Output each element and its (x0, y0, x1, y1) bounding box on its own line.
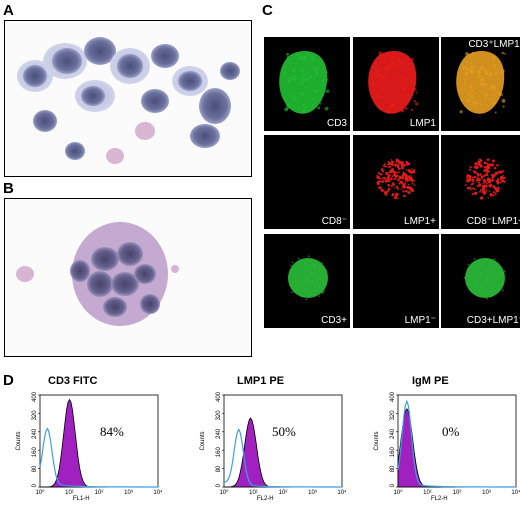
y-tick-label: 400 (390, 391, 396, 402)
y-tick-label: 240 (216, 428, 222, 439)
fluorescence-label: CD3 (326, 118, 347, 129)
x-axis-label: FL2-H (257, 496, 274, 501)
panel-letter-d: D (3, 372, 14, 389)
x-tick-label: 10³ (308, 490, 317, 496)
x-tick-label: 10¹ (65, 490, 74, 496)
histogram-title: CD3 FITC (48, 375, 98, 387)
control-histogram (397, 399, 516, 488)
fluorescence-tile-r1-c3: CD3⁺LMP1⁺ (441, 37, 520, 131)
fluorescence-label: CD8⁻LMP1+ (466, 216, 520, 227)
positive-percentage: 0% (442, 424, 460, 439)
fluorescence-cell-stain (264, 135, 350, 229)
fluorescence-label: LMP1 (409, 118, 436, 129)
micrograph-a-cells (17, 37, 240, 164)
y-tick-label: 0 (216, 483, 222, 487)
fluorescence-label: LMP1⁻ (404, 315, 436, 326)
y-tick-label: 240 (390, 428, 396, 439)
histogram-title: LMP1 PE (237, 375, 285, 387)
fluorescence-cell-stain (287, 255, 328, 301)
y-tick-label: 80 (32, 465, 38, 472)
x-tick-label: 10⁰ (219, 489, 229, 496)
y-tick-label: 320 (216, 410, 222, 421)
flow-histogram: 0 80 160 240 320 400 Counts 10⁰ 10¹ 10² 10³ 10⁴ FL2-… (200, 391, 346, 501)
fluorescence-cell-stain (279, 51, 330, 114)
y-axis-label: Counts (374, 431, 380, 450)
fluorescence-label: CD3⁺LMP1⁺ (468, 39, 520, 50)
fluorescence-cell-stain (463, 257, 506, 300)
micrograph-a (4, 20, 252, 177)
x-tick-label: 10² (453, 490, 462, 496)
fluorescence-tile-r3-c3: CD3+LMP1⁻ (441, 234, 520, 328)
fluorescence-tile-r1-c1: CD3 (264, 37, 350, 131)
y-tick-label: 160 (32, 447, 38, 458)
y-tick-label: 160 (390, 447, 396, 458)
y-tick-label: 320 (32, 410, 38, 421)
fluorescence-label: CD3+ (321, 315, 347, 326)
y-axis-label: Counts (16, 431, 22, 450)
positive-percentage: 50% (272, 424, 296, 439)
micrograph-b (4, 198, 252, 357)
x-tick-label: 10⁴ (153, 489, 162, 496)
control-histogram (39, 427, 158, 488)
control-histogram (223, 428, 342, 488)
x-tick-label: 10² (279, 490, 288, 496)
fluorescence-label: CD3+LMP1⁻ (466, 315, 520, 326)
y-tick-label: 0 (32, 483, 38, 487)
fluorescence-cell-stain (376, 158, 416, 200)
x-tick-label: 10¹ (423, 490, 432, 496)
panel-letter-b: B (3, 180, 14, 197)
cell-cluster-b (16, 222, 179, 326)
y-tick-label: 80 (390, 465, 396, 472)
sample-histogram (40, 398, 158, 488)
fluorescence-tile-r1-c2: LMP1 (353, 37, 439, 131)
fluorescence-tile-r2-c3: CD8⁻LMP1+ (441, 135, 520, 229)
sample-histogram (397, 408, 516, 488)
fluorescence-tile-r2-c2: LMP1+ (353, 135, 439, 229)
x-tick-label: 10⁰ (393, 489, 403, 496)
fluorescence-cell-stain (456, 51, 506, 114)
y-tick-label: 80 (216, 465, 222, 472)
y-tick-label: 400 (216, 391, 222, 402)
panel-letter-a: A (3, 2, 14, 19)
fluorescence-cell-stain (465, 158, 506, 200)
fluorescence-label: LMP1+ (404, 216, 436, 227)
cell-cluster-a (17, 37, 240, 164)
fluorescence-tile-r2-c1: CD8⁻ (264, 135, 350, 229)
micrograph-b-cells (16, 222, 179, 326)
flow-histogram: 0 80 160 240 320 400 Counts 10⁰ 10¹ 10² 10³ 10⁴ FL2-… (374, 391, 520, 501)
y-tick-label: 160 (216, 447, 222, 458)
x-tick-label: 10³ (124, 490, 133, 496)
fluorescence-tile-r3-c1: CD3+ (264, 234, 350, 328)
histogram-title: IgM PE (412, 375, 449, 387)
x-axis-label: FL1-H (73, 496, 90, 501)
y-tick-label: 320 (390, 410, 396, 421)
plot-frame (39, 394, 159, 488)
positive-percentage: 84% (100, 424, 124, 439)
fluorescence-cell-stain (368, 51, 419, 114)
x-tick-label: 10⁴ (511, 489, 520, 496)
x-axis-label: FL2-H (431, 496, 448, 501)
x-tick-label: 10¹ (249, 490, 258, 496)
fluorescence-label: CD8⁻ (321, 216, 347, 227)
fluorescence-tile-r3-c2: LMP1⁻ (353, 234, 439, 328)
flow-histogram: 0 80 160 240 320 400 Counts 10⁰ 10¹ 10² 10³ 10⁴ FL1-… (16, 391, 162, 501)
x-tick-label: 10⁰ (35, 489, 45, 496)
y-tick-label: 0 (390, 483, 396, 487)
x-tick-label: 10⁴ (337, 489, 346, 496)
x-tick-label: 10² (95, 490, 104, 496)
panel-letter-c: C (262, 2, 273, 19)
y-axis-label: Counts (200, 431, 206, 450)
y-tick-label: 400 (32, 391, 38, 402)
y-tick-label: 240 (32, 428, 38, 439)
fluorescence-cell-stain (353, 234, 439, 328)
x-tick-label: 10³ (482, 490, 491, 496)
